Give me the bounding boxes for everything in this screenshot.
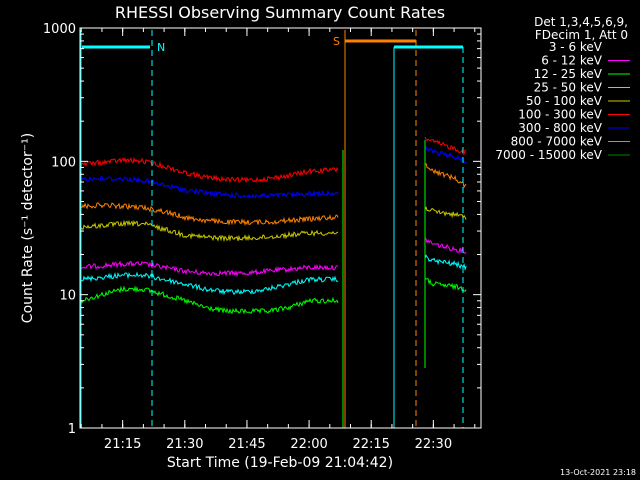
night-marker-label: N (157, 41, 165, 54)
y-tick-label: 1 (68, 422, 76, 437)
legend-label: 300 - 800 keV (518, 121, 602, 135)
x-tick-label: 21:45 (228, 437, 265, 452)
series-line-6-12-kev-seg2 (424, 237, 467, 254)
legend: Det 1,3,4,5,6,9, FDecim 1, Att 0 3 - 6 k… (495, 15, 630, 162)
series-line-50-100-kev-seg2 (424, 206, 467, 220)
y-tick-label: 100 (51, 155, 76, 170)
x-tick-label: 21:30 (166, 437, 203, 452)
series-line-800-7000-kev-seg2 (424, 163, 467, 189)
legend-header-line-2: FDecim 1, Att 0 (535, 28, 628, 42)
series-line-100-300-kev-seg1 (79, 156, 339, 184)
legend-label: 12 - 25 keV (534, 67, 603, 81)
chart-title: RHESSI Observing Summary Count Rates (115, 3, 445, 22)
series-line-12-25-kev-seg2 (424, 277, 467, 292)
series-line-6-12-kev-seg1 (79, 260, 339, 278)
legend-label: 50 - 100 keV (526, 94, 603, 108)
plot-frame (79, 27, 482, 429)
series-line-3-6-kev-seg1 (79, 294, 339, 322)
series-line-50-100-kev-seg1 (79, 219, 339, 243)
saa-marker-label: S (333, 35, 340, 48)
x-axis-label: Start Time (19-Feb-09 21:04:42) (167, 455, 393, 471)
series-line-3-6-kev-seg2 (425, 261, 467, 280)
series-line-300-800-kev-seg1 (79, 175, 339, 199)
series-line-100-300-kev-seg2 (424, 136, 467, 155)
legend-label: 3 - 6 keV (549, 40, 603, 54)
series-line-300-800-kev-seg2 (424, 146, 467, 165)
legend-label: 100 - 300 keV (518, 108, 602, 122)
legend-label: 800 - 7000 keV (511, 135, 603, 149)
legend-label: 7000 - 15000 keV (495, 148, 602, 162)
legend-label: 6 - 12 keV (541, 54, 603, 68)
y-axis-label: Count Rate (s⁻¹ detector⁻¹) (20, 133, 36, 323)
axis-layer: 1 10 100 1000 21:15 21:30 21:45 22:00 22:15 22:30 (43, 22, 481, 452)
series-line-800-7000-kev-seg1 (79, 202, 339, 227)
series-line-12-25-kev-seg1 (79, 285, 339, 315)
legend-label: 25 - 50 keV (534, 81, 603, 95)
series-line-25-50-kev-seg1 (79, 271, 339, 296)
legend-header-line-1: Det 1,3,4,5,6,9, (534, 15, 628, 29)
series-line-25-50-kev-seg2 (424, 254, 467, 272)
x-tick-label: 22:15 (352, 437, 389, 452)
x-tick-label: 21:15 (104, 437, 141, 452)
series-layer (79, 136, 467, 322)
x-tick-label: 22:30 (415, 437, 452, 452)
y-tick-label: 10 (59, 289, 76, 304)
x-tick-label: 22:00 (290, 437, 327, 452)
footer-timestamp: 13-Oct-2021 23:18 (560, 468, 636, 477)
y-tick-label: 1000 (43, 22, 76, 37)
